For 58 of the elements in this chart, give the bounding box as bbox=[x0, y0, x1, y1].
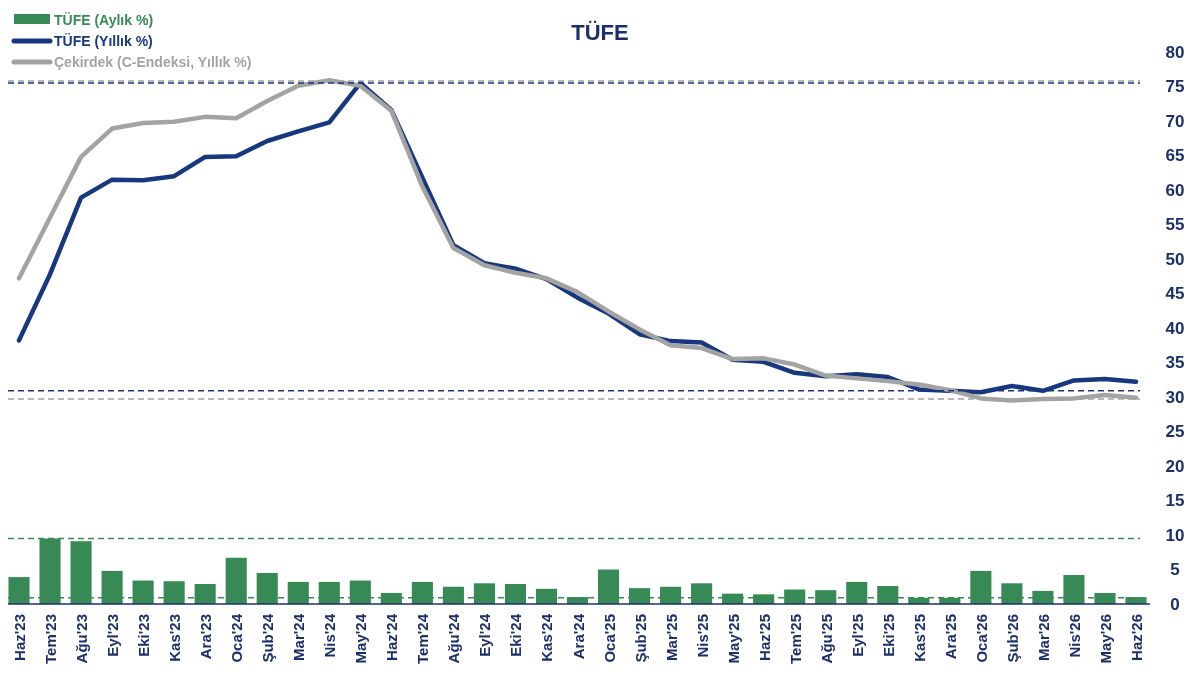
x-tick-label: Ara'23 bbox=[197, 614, 215, 660]
y-tick-label: 35 bbox=[1165, 353, 1185, 373]
x-tick-label: Ağu'24 bbox=[445, 613, 463, 664]
y-tick-label: 60 bbox=[1165, 180, 1185, 200]
x-tick-label: Eyl'24 bbox=[476, 613, 494, 657]
x-tick-label: Nis'25 bbox=[693, 614, 711, 658]
x-tick-label: Kas'23 bbox=[166, 614, 184, 662]
x-tick-label: Eyl'23 bbox=[104, 614, 122, 657]
x-tick-label: May'25 bbox=[724, 614, 742, 664]
x-tick-label: Tem'23 bbox=[42, 614, 60, 664]
x-tick-label: May'26 bbox=[1096, 614, 1114, 664]
x-tick-label: Mar'25 bbox=[662, 614, 680, 661]
x-tick-label: Kas'25 bbox=[910, 614, 928, 662]
x-tick-label: Ağu'25 bbox=[817, 614, 835, 664]
x-tick-label: Oca'24 bbox=[228, 613, 246, 663]
y-tick-label: 65 bbox=[1165, 146, 1185, 166]
x-tick-label: Haz'25 bbox=[755, 614, 773, 661]
x-tick-label: Oca'25 bbox=[600, 614, 618, 663]
y-tick-label: 20 bbox=[1165, 456, 1185, 476]
x-tick-label: Şub'24 bbox=[259, 613, 277, 663]
x-tick-label: Ağu'23 bbox=[73, 614, 91, 664]
y-tick-label: 0 bbox=[1170, 594, 1180, 614]
x-tick-label: Mar'26 bbox=[1034, 614, 1052, 661]
x-tick-label: Haz'26 bbox=[1128, 614, 1145, 661]
x-tick-label: Tem'25 bbox=[786, 614, 804, 664]
x-tick-label: Şub'26 bbox=[1003, 614, 1021, 663]
legend-label: Çekirdek (C-Endeksi, Yıllık %) bbox=[54, 53, 252, 70]
y-tick-label: 75 bbox=[1165, 77, 1185, 97]
x-tick-label: Eki'25 bbox=[879, 614, 897, 657]
x-tick-label: Haz'23 bbox=[11, 614, 28, 661]
x-tick-label: Oca'26 bbox=[972, 614, 990, 663]
y-tick-label: 55 bbox=[1165, 215, 1185, 235]
y-tick-label: 40 bbox=[1165, 318, 1185, 338]
y-tick-label: 25 bbox=[1165, 422, 1185, 442]
legend-label: TÜFE (Aylık %) bbox=[54, 11, 154, 28]
chart-title: TÜFE bbox=[571, 20, 629, 45]
y-tick-label: 80 bbox=[1165, 42, 1185, 62]
y-tick-label: 45 bbox=[1165, 284, 1185, 304]
y-tick-label: 15 bbox=[1165, 491, 1185, 511]
x-tick-label: Mar'24 bbox=[290, 613, 308, 661]
x-tick-label: Haz'24 bbox=[383, 613, 401, 661]
x-tick-label: Nis'26 bbox=[1065, 614, 1083, 658]
x-tick-label: Eki'24 bbox=[507, 613, 525, 657]
x-tick-label: May'24 bbox=[352, 613, 370, 664]
legend-label: TÜFE (Yıllık %) bbox=[54, 32, 153, 49]
y-tick-label: 5 bbox=[1170, 560, 1180, 580]
y-tick-label: 10 bbox=[1165, 525, 1185, 545]
x-tick-label: Eki'23 bbox=[135, 614, 153, 657]
y-tick-label: 30 bbox=[1165, 387, 1185, 407]
x-tick-label: Eyl'25 bbox=[848, 614, 866, 657]
x-tick-label: Tem'24 bbox=[414, 613, 432, 664]
x-tick-label: Şub'25 bbox=[631, 614, 649, 663]
x-tick-label: Ara'25 bbox=[941, 614, 959, 660]
x-tick-label: Ara'24 bbox=[569, 613, 587, 660]
y-tick-label: 70 bbox=[1165, 111, 1185, 131]
x-tick-label: Kas'24 bbox=[538, 613, 556, 662]
x-tick-label: Nis'24 bbox=[321, 613, 339, 658]
y-tick-label: 50 bbox=[1165, 249, 1185, 269]
